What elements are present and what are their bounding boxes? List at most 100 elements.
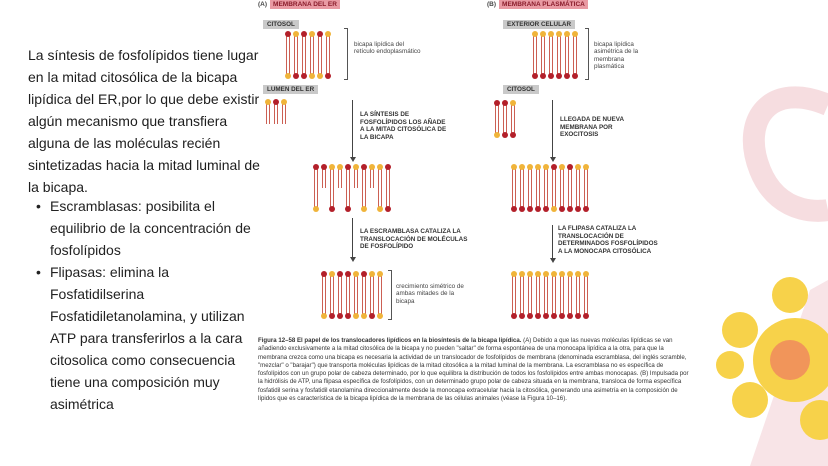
bullet-flipasas: Flipasas: elimina la Fosfatidilserina Fo…: [36, 261, 256, 415]
lipid-tail: [536, 188, 540, 209]
lipid-tail: [495, 103, 499, 119]
lipid-tail: [520, 167, 524, 188]
lipid-tail: [346, 167, 350, 188]
pink-loop-decoration: [742, 86, 828, 222]
lipid-tail: [322, 167, 326, 188]
lipid-head-light: [583, 164, 589, 170]
lipid-head-light: [285, 73, 291, 79]
label-lumen: LUMEN DEL ER: [263, 85, 319, 94]
lipid-head-dark: [345, 206, 351, 212]
bilayer-after-exocytosis: [511, 164, 589, 212]
label-citosol-b: CITOSOL: [503, 85, 539, 94]
lipid-head-dark: [301, 73, 307, 79]
lipid-tail: [362, 274, 366, 295]
lipid-tail: [318, 34, 322, 55]
lipid-head-light: [329, 271, 335, 277]
lipid-head-dark: [325, 73, 331, 79]
lipid-tail: [568, 274, 572, 295]
lipid-head-light: [369, 164, 375, 170]
lipid-tail: [512, 274, 516, 295]
lipid-tail: [386, 167, 390, 188]
lipid-head-dark: [564, 73, 570, 79]
panel-b-letter: (B): [487, 1, 497, 8]
lipid-head-light: [325, 31, 331, 37]
lipid-head-light: [361, 206, 367, 212]
lipid-head-light: [551, 271, 557, 277]
lipid-tail: [370, 274, 374, 295]
bracket: [388, 270, 392, 320]
lipid-tail: [576, 167, 580, 188]
lipid-head-dark: [567, 164, 573, 170]
lipid-head-light: [548, 31, 554, 37]
lipid-tail: [536, 167, 540, 188]
lipid-head-dark: [527, 206, 533, 212]
lipid-head-dark: [337, 271, 343, 277]
lipid-tail: [354, 295, 358, 316]
lipid-tail: [378, 188, 382, 209]
lipid-tail: [362, 188, 366, 209]
label-citosol-a: CITOSOL: [263, 20, 299, 29]
lipid-head-dark: [321, 271, 327, 277]
lipid-tail: [310, 34, 314, 55]
lipid-head-light: [540, 31, 546, 37]
lipid-head-light: [535, 164, 541, 170]
lipid-head-light: [527, 271, 533, 277]
lipid-head-dark: [502, 100, 508, 106]
lipid-head-dark: [567, 313, 573, 319]
lipid-tail: [544, 295, 548, 316]
lipid-head-light: [494, 132, 500, 138]
lipid-tail: [302, 55, 306, 76]
lipid-tail: [330, 167, 334, 188]
lipid-tail: [338, 167, 342, 188]
lipid-head-light: [559, 164, 565, 170]
lipid-tail: [512, 295, 516, 316]
lipid-tail: [552, 274, 556, 295]
lipid-tail: [584, 274, 588, 295]
lipid-head-dark: [511, 313, 517, 319]
lipid-tail: [511, 119, 515, 135]
step-flippase: LA FLIPASA CATALIZA LA TRANSLOCACIÓN DE …: [558, 225, 658, 255]
step-scramblase: LA ESCRAMBLASA CATALIZA LA TRANSLOCACIÓN…: [360, 228, 468, 251]
lipid-tail: [541, 55, 545, 76]
lipid-head-dark: [540, 73, 546, 79]
lipid-head-dark: [551, 313, 557, 319]
lipid-tail: [330, 188, 334, 209]
figure-caption: Figura 12–58 El papel de los translocado…: [258, 337, 692, 403]
lipid-head-dark: [285, 31, 291, 37]
lipid-tail: [362, 295, 366, 316]
lipid-head-light: [309, 73, 315, 79]
yellow-star-decoration: [716, 277, 828, 440]
panel-a-letter: (A): [258, 1, 268, 8]
bilayer-plasma: [532, 31, 578, 79]
lipid-head-light: [329, 164, 335, 170]
lipid-tail: [338, 295, 342, 316]
lipid-head-dark: [361, 164, 367, 170]
lipid-tail: [552, 295, 556, 316]
lipid-tail: [568, 167, 572, 188]
lipid-head-dark: [345, 164, 351, 170]
lipid-head-light: [527, 164, 533, 170]
arrow-down: [349, 100, 356, 162]
er-bilayer-label: bicapa lipídica del retículo endoplasmát…: [354, 41, 421, 56]
lipid-tail: [520, 295, 524, 316]
lipid-head-light: [377, 164, 383, 170]
lipid-tail: [294, 34, 298, 55]
lipid-head-dark: [559, 313, 565, 319]
lipid-tail: [318, 55, 322, 76]
lipid-head-dark: [345, 271, 351, 277]
lipid-tail: [533, 55, 537, 76]
plasma-bilayer-label: bicapa lipídica asimétrica de la membran…: [594, 41, 639, 71]
bracket: [344, 28, 348, 80]
lipid-head-light: [510, 100, 516, 106]
lipid-tail: [560, 295, 564, 316]
lipid-head-light: [543, 164, 549, 170]
lipid-tail: [354, 274, 358, 295]
vesicle-lipids: [494, 100, 516, 138]
lipid-tail: [568, 188, 572, 209]
lipid-tail: [310, 55, 314, 76]
caption-title: Figura 12–58 El papel de los translocado…: [258, 337, 522, 344]
lipid-tail: [568, 295, 572, 316]
lipid-head-dark: [583, 206, 589, 212]
arrow-down: [549, 225, 556, 263]
lipid-tail: [294, 55, 298, 76]
